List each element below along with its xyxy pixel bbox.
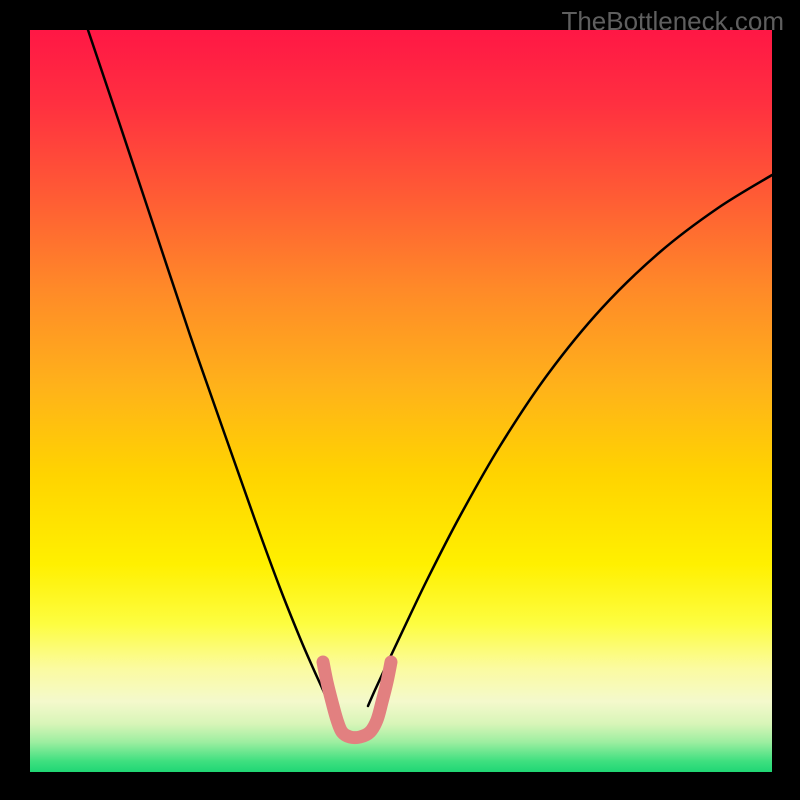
plot-area (30, 30, 772, 772)
bottleneck-curve-right (368, 175, 772, 706)
plot-svg (30, 30, 772, 772)
chart-root: TheBottleneck.com (0, 0, 800, 800)
bottleneck-curve-left (88, 30, 330, 706)
marker-track (323, 662, 391, 738)
